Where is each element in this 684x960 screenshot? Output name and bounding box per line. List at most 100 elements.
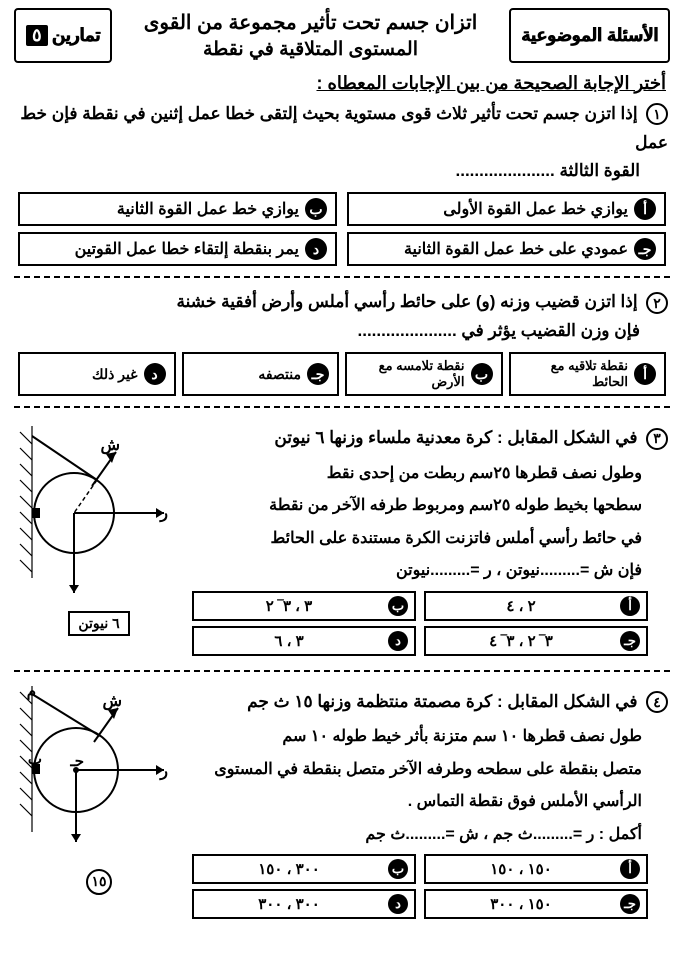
q1-opt-c-text: عمودي على خط عمل القوة الثانية <box>404 239 628 259</box>
svg-text:ب: ب <box>28 751 42 768</box>
q4-number: ٤ <box>646 691 668 713</box>
badge-exercises: تمارين ٥ <box>14 8 112 63</box>
exercises-label: تمارين <box>52 25 100 46</box>
q3-option-b[interactable]: ب ٢ ‾٣ ، ٣ <box>192 591 416 621</box>
q4-opt-c-text: ٣٠٠ ، ١٥٠ <box>428 895 614 913</box>
page-title: اتزان جسم تحت تأثير مجموعة من القوى المس… <box>118 8 503 63</box>
svg-text:ش: ش <box>102 693 122 711</box>
option-bubble-b: ب <box>388 859 408 879</box>
q1-option-a[interactable]: أ يوازي خط عمل القوة الأولى <box>347 192 666 226</box>
instruction-text: أختر الإجابة الصحيحة من بين الإجابات الم… <box>18 73 666 94</box>
q3-p3: سطحها بخيط طوله ٢٥سم ومربوط طرفه الآخر م… <box>192 491 642 521</box>
question-1: ١ إذا اتزن جسم تحت تأثير ثلاث قوى مستوية… <box>16 100 668 187</box>
option-bubble-b: ب <box>305 198 327 220</box>
q1-number: ١ <box>646 103 668 125</box>
option-bubble-c: جـ <box>620 631 640 651</box>
option-bubble-d: د <box>144 363 166 385</box>
label-sh: ش <box>100 437 120 455</box>
option-bubble-a: أ <box>620 859 640 879</box>
svg-text:م: م <box>27 683 36 700</box>
option-bubble-d: د <box>388 631 408 651</box>
q3-option-c[interactable]: جـ ٤ ‾٣ ، ٢ ‾٣ <box>424 626 648 656</box>
q4-opt-b-text: ١٥٠ ، ٣٠٠ <box>196 860 382 878</box>
title-line2: المستوى المتلاقية في نقطة <box>118 37 503 63</box>
q4-option-d[interactable]: د ٣٠٠ ، ٣٠٠ <box>192 889 416 919</box>
q4-fill-line: أكمل : ر =ث جم ، ش =ث جم <box>192 820 642 850</box>
q2-option-d[interactable]: د غير ذلك <box>18 352 176 396</box>
q2-option-b[interactable]: ب نقطة تلامسه مع الأرض <box>345 352 503 396</box>
option-bubble-b: ب <box>388 596 408 616</box>
q3-figure: ش ر ٦ نيوتن <box>14 418 184 636</box>
q4-p3: متصل بنقطة على سطحه وطرفه الآخر متصل بنق… <box>192 755 642 785</box>
page-header: الأسئلة الموضوعية اتزان جسم تحت تأثير مج… <box>14 8 670 63</box>
option-bubble-d: د <box>305 238 327 260</box>
q3-opt-b-text: ٢ ‾٣ ، ٣ <box>196 597 382 615</box>
q1-option-c[interactable]: جـ عمودي على خط عمل القوة الثانية <box>347 232 666 266</box>
q4-figure: ش ر حـ ب م ١٥ <box>14 682 184 895</box>
badge-objective-questions: الأسئلة الموضوعية <box>509 8 670 63</box>
q3-fill-line: فإن ش =نيوتن ، ر =نيوتن <box>192 556 642 586</box>
svg-text:ر: ر <box>159 763 168 781</box>
q3-p4: في حائط رأسي أملس فاتزنت الكرة مستندة عل… <box>192 524 642 554</box>
q3-opt-a-text: ٤ ، ٢ <box>428 597 614 615</box>
q3-opt-d-text: ٦ ، ٣ <box>196 632 382 650</box>
q4-p4: الرأسي الأملس فوق نقطة التماس . <box>192 787 642 817</box>
q2-option-a[interactable]: أنقطة تلاقيه مع الحائط <box>509 352 667 396</box>
q2-opt-a-text: نقطة تلاقيه مع الحائط <box>515 358 629 390</box>
option-bubble-a: أ <box>634 363 656 385</box>
q3-weight-label: ٦ نيوتن <box>68 611 129 636</box>
q3-opt-c-text: ٤ ‾٣ ، ٢ ‾٣ <box>428 632 614 650</box>
q4-options: أ ١٥٠ ، ١٥٠ ب ١٥٠ ، ٣٠٠ جـ ٣٠٠ ، ١٥٠ د ٣٠٠ ،… <box>192 854 648 919</box>
q2-opt-d-text: غير ذلك <box>92 366 137 383</box>
option-bubble-c: جـ <box>634 238 656 260</box>
q4-option-a[interactable]: أ ١٥٠ ، ١٥٠ <box>424 854 648 884</box>
divider <box>14 276 670 278</box>
question-2: ٢ إذا اتزن قضيب وزنه (و) على حائط رأسي أ… <box>16 288 668 346</box>
exercises-number: ٥ <box>26 25 48 46</box>
q4-lead: في الشكل المقابل : <box>497 692 638 711</box>
q2-text-line2: فإن وزن القضيب يؤثر في <box>461 321 640 340</box>
q2-opt-b-text: نقطة تلامسه مع الأرض <box>351 358 465 390</box>
q4-weight-circle: ١٥ <box>86 869 112 895</box>
q3-options: أ ٤ ، ٢ ب ٢ ‾٣ ، ٣ جـ ٤ ‾٣ ، ٢ ‾٣ د ٦ ، ٣ <box>192 591 648 656</box>
option-bubble-c: جـ <box>620 894 640 914</box>
option-bubble-a: أ <box>620 596 640 616</box>
q1-opt-b-text: يوازي خط عمل القوة الثانية <box>117 199 299 219</box>
q2-text-line1: إذا اتزن قضيب وزنه (و) على حائط رأسي أمل… <box>176 292 637 311</box>
question-3: ٣ في الشكل المقابل : كرة معدنية ملساء وز… <box>14 418 670 659</box>
q1-text-line1: إذا اتزن جسم تحت تأثير ثلاث قوى مستوية ب… <box>20 104 668 152</box>
q4-option-b[interactable]: ب ١٥٠ ، ٣٠٠ <box>192 854 416 884</box>
q1-option-d[interactable]: د يمر بنقطة إلتقاء خطا عمل القوتين <box>18 232 337 266</box>
q1-option-b[interactable]: ب يوازي خط عمل القوة الثانية <box>18 192 337 226</box>
q4-option-c[interactable]: جـ ٣٠٠ ، ١٥٠ <box>424 889 648 919</box>
option-bubble-d: د <box>388 894 408 914</box>
q3-p1: كرة معدنية ملساء وزنها ٦ نيوتن <box>274 428 492 447</box>
svg-text:حـ: حـ <box>69 753 84 770</box>
q3-option-a[interactable]: أ ٤ ، ٢ <box>424 591 648 621</box>
blank-dots <box>456 161 560 180</box>
title-line1: اتزان جسم تحت تأثير مجموعة من القوى <box>118 10 503 37</box>
q3-p2: وطول نصف قطرها ٢٥سم ربطت من إحدى نقط <box>192 459 642 489</box>
q3-number: ٣ <box>646 428 668 450</box>
q2-opt-c-text: منتصفه <box>258 366 301 383</box>
q2-option-c[interactable]: جـ منتصفه <box>182 352 340 396</box>
q2-options: أنقطة تلاقيه مع الحائط ب نقطة تلامسه مع ا… <box>18 352 666 396</box>
q4-opt-d-text: ٣٠٠ ، ٣٠٠ <box>196 895 382 913</box>
divider <box>14 670 670 672</box>
q1-opt-a-text: يوازي خط عمل القوة الأولى <box>443 199 628 219</box>
option-bubble-a: أ <box>634 198 656 220</box>
q1-opt-d-text: يمر بنقطة إلتقاء خطا عمل القوتين <box>75 239 299 259</box>
q4-opt-a-text: ١٥٠ ، ١٥٠ <box>428 860 614 878</box>
q3-lead: في الشكل المقابل : <box>497 428 638 447</box>
q1-text-line2: القوة الثالثة <box>559 161 640 180</box>
q2-number: ٢ <box>646 292 668 314</box>
label-r: ر <box>159 505 168 523</box>
q3-option-d[interactable]: د ٦ ، ٣ <box>192 626 416 656</box>
option-bubble-c: جـ <box>307 363 329 385</box>
blank-dots <box>358 321 462 340</box>
q1-options: أ يوازي خط عمل القوة الأولى ب يوازي خط عمل… <box>18 192 666 266</box>
q4-p1: كرة مصمتة منتظمة وزنها ١٥ ث جم <box>247 692 492 711</box>
q4-p2: طول نصف قطرها ١٠ سم متزنة بأثر خيط طوله … <box>192 722 642 752</box>
question-4: ٤ في الشكل المقابل : كرة مصمتة منتظمة وز… <box>14 682 670 923</box>
option-bubble-b: ب <box>471 363 493 385</box>
